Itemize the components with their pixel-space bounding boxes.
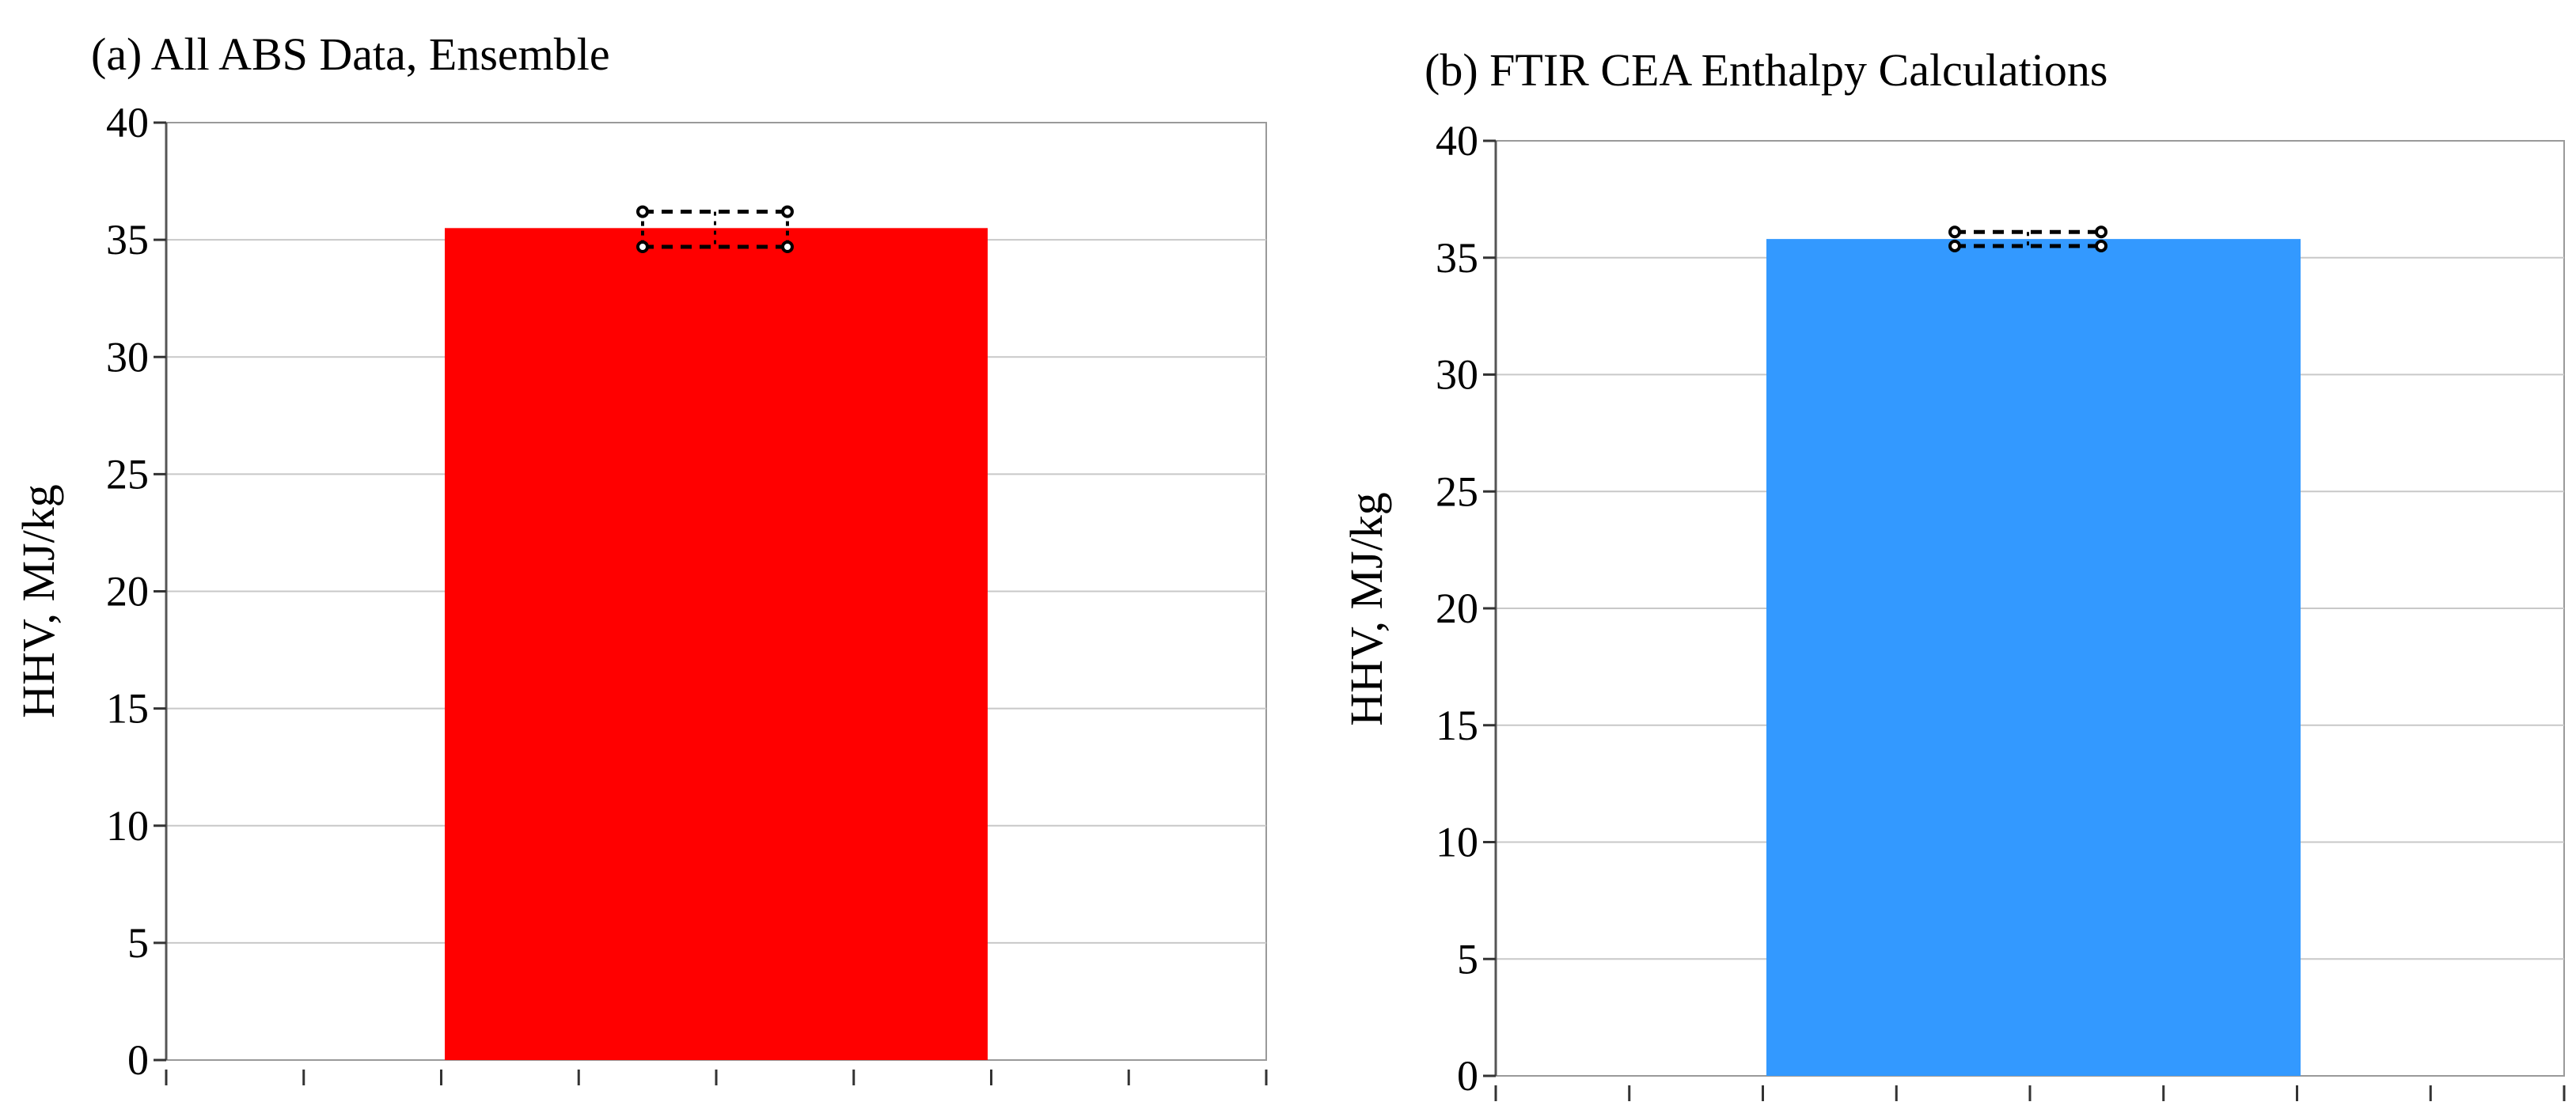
error-marker [2095, 239, 2107, 252]
y-tick-label: 30 [1436, 351, 1478, 399]
error-marker [781, 240, 794, 254]
y-tick-label: 15 [1436, 702, 1478, 749]
error-marker [2095, 225, 2107, 239]
y-tick-label: 20 [106, 568, 149, 615]
panel-b-title: (b) FTIR CEA Enthalpy Calculations [1425, 44, 2107, 96]
panel-b-plot: 0 5 10 15 20 25 30 35 40 [1436, 117, 2566, 1101]
y-tick-label: 35 [106, 216, 149, 263]
y-tick-label: 25 [106, 450, 149, 498]
y-tick-label: 35 [1436, 234, 1478, 282]
y-tick-label: 30 [106, 333, 149, 381]
error-marker [1948, 239, 1961, 252]
panel-a-plot: 0 5 10 15 20 25 30 35 40 [106, 99, 1268, 1085]
panel-a-y-axis-label: HHV, MJ/kg [13, 484, 64, 718]
y-tick-label: 15 [106, 685, 149, 733]
y-tick-label: 0 [1457, 1052, 1478, 1100]
y-tick-label: 25 [1436, 468, 1478, 515]
panel-a: (a) All ABS Data, Ensemble HHV, MJ/kg 0 5… [13, 28, 1268, 1085]
error-marker [1948, 225, 1961, 239]
panel-b: (b) FTIR CEA Enthalpy Calculations HHV, … [1341, 44, 2566, 1101]
y-tick-label: 5 [1457, 935, 1478, 983]
y-tick-label: 0 [127, 1036, 149, 1084]
error-marker [636, 240, 649, 254]
y-tick-label: 5 [127, 919, 149, 967]
y-tick-label: 40 [106, 99, 149, 146]
error-marker [636, 205, 649, 218]
error-marker [781, 205, 794, 218]
y-tick-label: 10 [1436, 819, 1478, 866]
y-tick-label: 40 [1436, 117, 1478, 165]
bar [445, 228, 988, 1060]
y-tick-label: 20 [1436, 585, 1478, 632]
bar [1766, 239, 2301, 1076]
y-tick-label: 10 [106, 802, 149, 850]
panel-a-title: (a) All ABS Data, Ensemble [91, 28, 610, 80]
panel-b-y-axis-label: HHV, MJ/kg [1341, 492, 1392, 725]
